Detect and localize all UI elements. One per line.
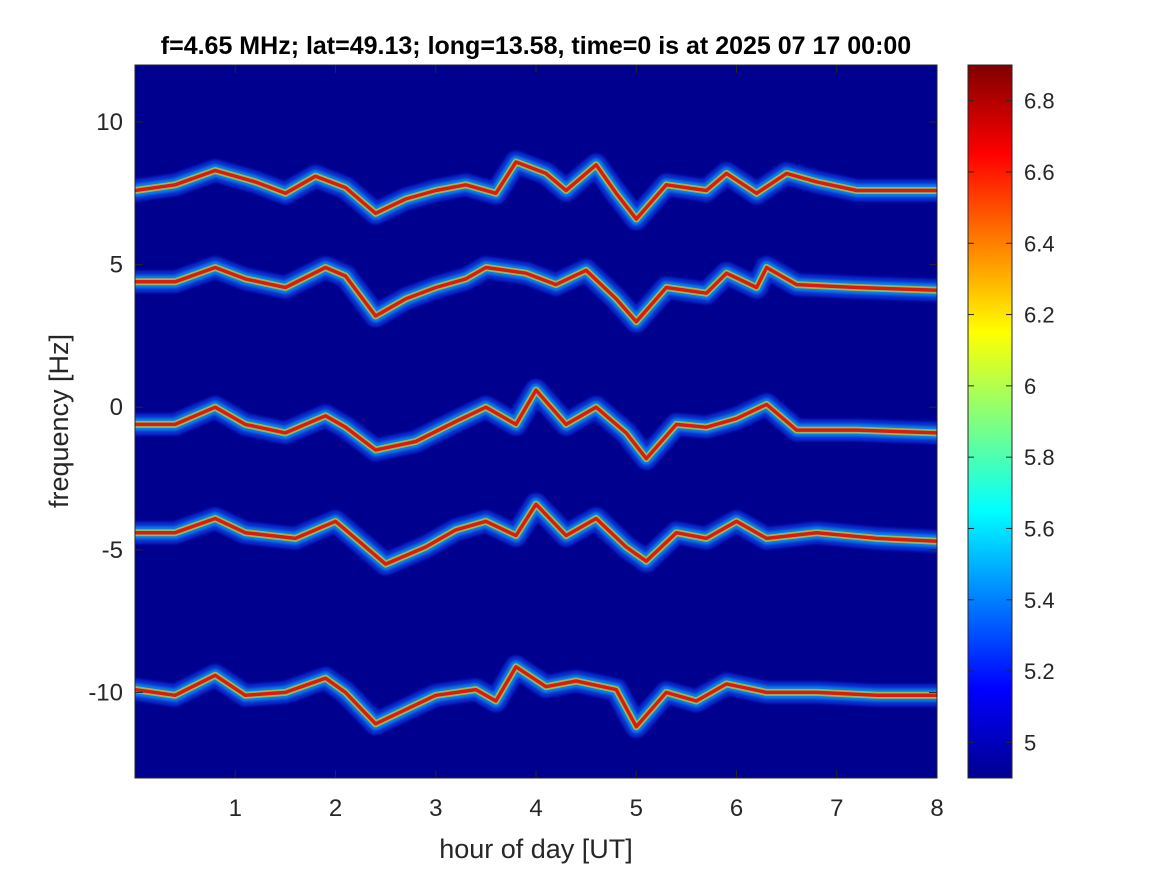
x-tick-label: 6: [730, 795, 743, 822]
chart-title: f=4.65 MHz; lat=49.13; long=13.58, time=…: [161, 32, 911, 60]
x-tick-label: 1: [229, 795, 242, 822]
y-tick-label: 5: [110, 252, 123, 279]
x-tick-label: 3: [429, 795, 442, 822]
y-tick-label: 0: [110, 394, 123, 421]
colorbar-axis: 5 5.2 5.4 5.6 5.8 6 6.2 6.4 6.6 6.8: [968, 89, 1055, 755]
colorbar-tick-label: 5.4: [1024, 588, 1055, 613]
colorbar: [967, 64, 1013, 779]
y-axis: -10 -5 0 5 10: [88, 109, 937, 706]
colorbar-tick-label: 6.8: [1024, 89, 1055, 114]
colorbar-tick-label: 6.4: [1024, 231, 1055, 256]
y-tick-label: -5: [102, 537, 123, 564]
trace-line: [135, 160, 937, 221]
colorbar-tick-label: 6.6: [1024, 160, 1055, 185]
trace-line: [135, 665, 937, 729]
x-tick-label: 8: [930, 795, 943, 822]
y-tick-label: 10: [96, 109, 123, 136]
y-tick-label: -10: [88, 679, 123, 706]
x-axis: 1 2 3 4 5 6 7 8: [229, 65, 944, 822]
spectral-traces: [135, 151, 937, 738]
colorbar-tick-label: 5: [1024, 730, 1036, 755]
colorbar-tick-label: 5.8: [1024, 445, 1055, 470]
x-tick-label: 4: [529, 795, 542, 822]
colorbar-tick-label: 6: [1024, 374, 1036, 399]
colorbar-tick-label: 6.2: [1024, 303, 1055, 328]
y-axis-label: frequency [Hz]: [44, 334, 74, 508]
colorbar-tick-label: 5.2: [1024, 659, 1055, 684]
trace-line: [135, 502, 937, 566]
colorbar-tick-label: 5.6: [1024, 516, 1055, 541]
x-tick-label: 2: [329, 795, 342, 822]
x-tick-label: 5: [630, 795, 643, 822]
trace-line: [135, 265, 937, 324]
x-tick-label: 7: [830, 795, 843, 822]
trace-line: [135, 388, 937, 461]
x-axis-label: hour of day [UT]: [439, 834, 633, 864]
